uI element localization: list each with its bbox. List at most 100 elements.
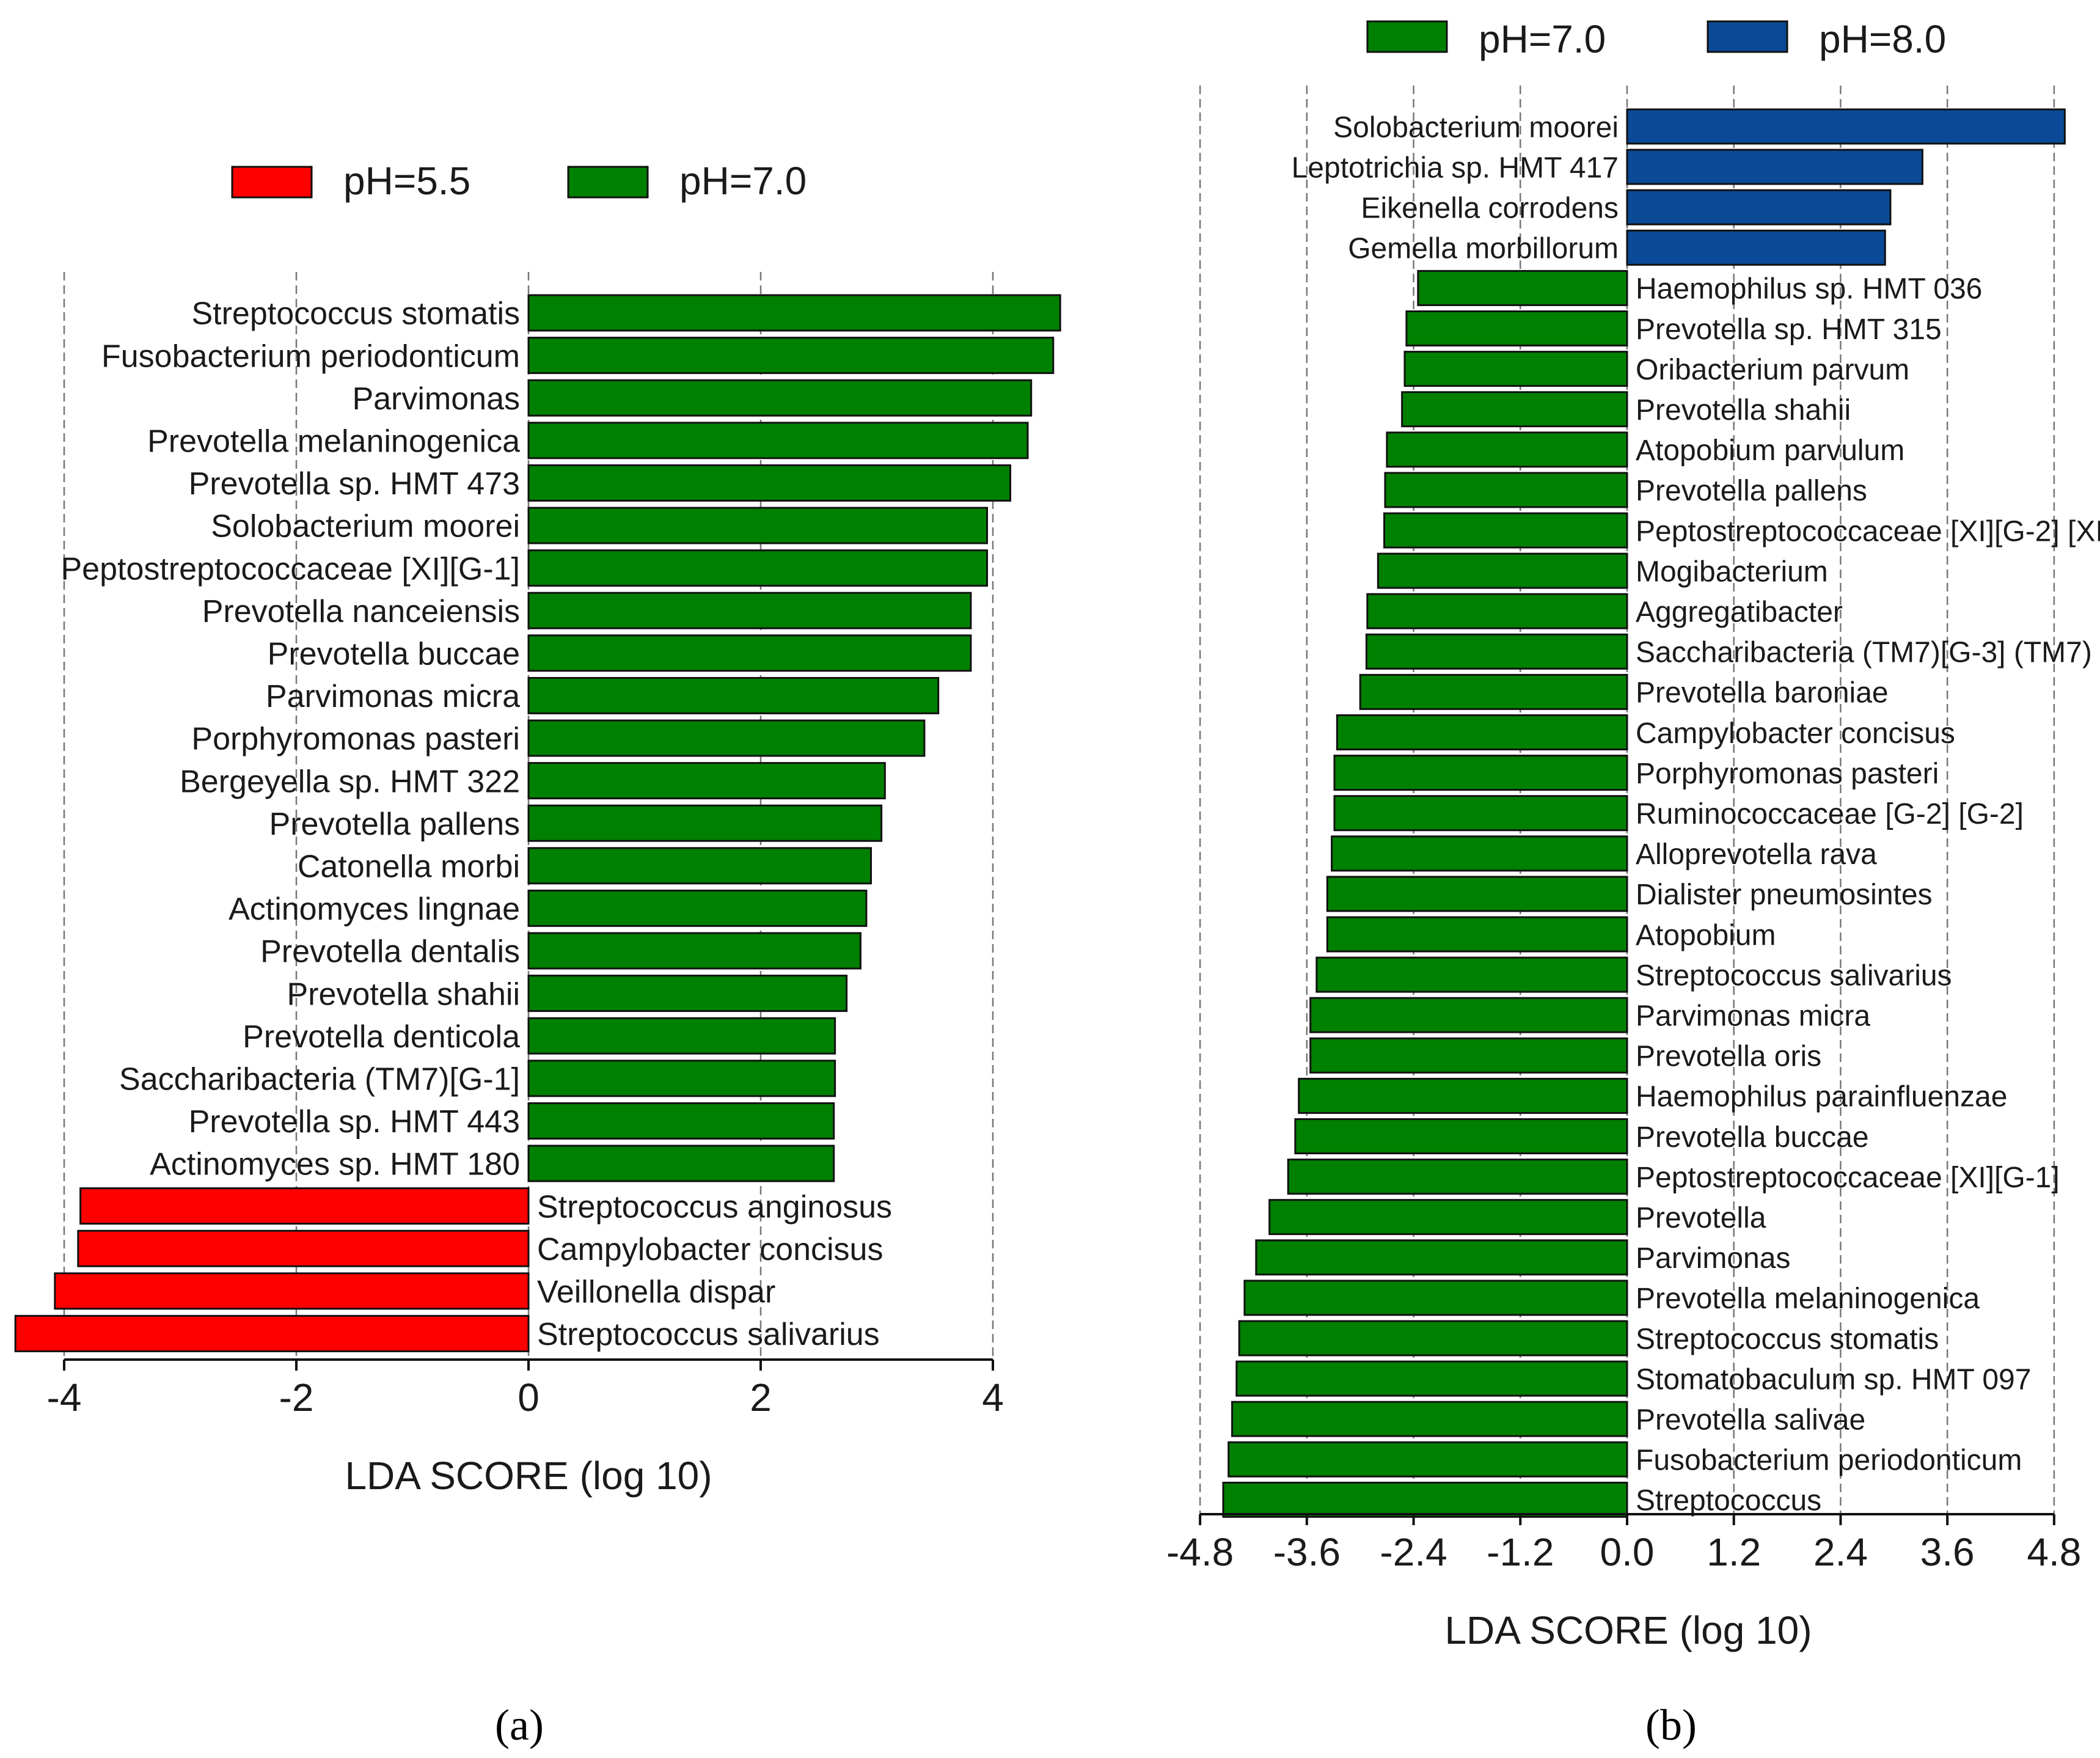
bar-label-prevotella-sp-hmt-443: Prevotella sp. HMT 443 [189,1104,520,1140]
bar-bergeyella-sp-hmt-322 [527,762,886,800]
bar-atopobium-parvulum [1386,431,1628,468]
legend-label-ph-5-5: pH=5.5 [343,159,470,203]
bar-label-prevotella-denticola: Prevotella denticola [243,1019,520,1055]
x-tick-label-3-6: -3.6 [1273,1530,1341,1574]
bar-label-prevotella-shahii: Prevotella shahii [1636,394,1851,427]
bar-label-peptostreptococcaceae-xi-g-1: Peptostreptococcaceae [XI][G-1] [60,551,520,587]
bar-label-saccharibacteria-tm7-g-1: Saccharibacteria (TM7)[G-1] [119,1062,520,1097]
bar-label-solobacterium-moorei: Solobacterium moorei [211,509,520,544]
panel-b-x-axis-title: LDA SCORE (log 10) [1444,1608,1812,1652]
panel-a-caption: (a) [495,1701,544,1749]
x-tick-label-0: 0 [518,1375,540,1419]
bar-label-ruminococcaceae-g-2-g-2: Ruminococcaceae [G-2] [G-2] [1636,798,2024,830]
x-tick-label-1-2: 1.2 [1707,1530,1761,1574]
bar-streptococcus-salivarius [14,1314,530,1352]
bar-porphyromonas-pasteri [1333,755,1628,791]
bar-streptococcus-stomatis [1238,1320,1628,1357]
bar-label-streptococcus-salivarius: Streptococcus salivarius [537,1317,880,1352]
legend-swatch-ph-7-0 [1366,20,1448,53]
bar-prevotella-melaninogenica [1243,1280,1628,1316]
x-tick-label-3-6: 3.6 [1920,1530,1975,1574]
bar-campylobacter-concisus [1336,714,1628,750]
bar-label-prevotella-salivae: Prevotella salivae [1636,1404,1865,1436]
bar-campylobacter-concisus [77,1229,530,1267]
bar-label-mogibacterium: Mogibacterium [1636,555,1828,588]
bar-haemophilus-parainfluenzae [1298,1077,1628,1114]
bar-label-streptococcus-anginosus: Streptococcus anginosus [537,1189,892,1225]
panel-b-legend: pH=7.0 pH=8.0 [1366,17,1946,61]
bar-label-atopobium: Atopobium [1636,919,1776,951]
bar-parvimonas-micra [1309,997,1628,1033]
bar-ruminococcaceae-g-2-g-2 [1333,795,1628,832]
bar-label-dialister-pneumosintes: Dialister pneumosintes [1636,879,1933,911]
bar-dialister-pneumosintes [1326,876,1628,912]
bar-parvimonas-micra [527,676,940,714]
bar-actinomyces-lingnae [527,889,868,927]
bar-label-actinomyces-lingnae: Actinomyces lingnae [229,892,520,927]
bar-label-veillonella-dispar: Veillonella dispar [537,1275,775,1310]
x-tick-label-0-0: 0.0 [1600,1530,1655,1574]
legend-swatch-ph-8-0 [1707,20,1788,53]
legend-swatch-ph-7-0 [567,166,649,199]
bar-label-actinomyces-sp-hmt-180: Actinomyces sp. HMT 180 [150,1147,520,1182]
bar-label-prevotella-pallens: Prevotella pallens [1636,475,1867,507]
bar-stomatobaculum-sp-hmt-097 [1235,1360,1628,1397]
bar-label-prevotella-oris: Prevotella oris [1636,1041,1821,1073]
bar-prevotella-sp-hmt-443 [527,1102,835,1140]
bar-prevotella-pallens [1384,472,1628,508]
bar-label-prevotella-melaninogenica: Prevotella melaninogenica [1636,1283,1980,1315]
bar-label-porphyromonas-pasteri: Porphyromonas pasteri [1636,758,1939,790]
bar-label-stomatobaculum-sp-hmt-097: Stomatobaculum sp. HMT 097 [1636,1363,2031,1396]
bar-label-porphyromonas-pasteri: Porphyromonas pasteri [191,722,520,757]
x-tick-label-4-8: -4.8 [1166,1530,1234,1574]
bar-prevotella-sp-hmt-315 [1405,310,1628,346]
bar-label-saccharibacteria-tm7-g-3-tm7: Saccharibacteria (TM7)[G-3] (TM7) [1636,637,2092,669]
bar-veillonella-dispar [54,1272,530,1310]
bar-label-parvimonas-micra: Parvimonas micra [266,679,520,714]
x-tick-label-4: 4 [982,1375,1004,1419]
bar-label-prevotella-baroniae: Prevotella baroniae [1636,677,1889,709]
bar-label-campylobacter-concisus: Campylobacter concisus [1636,717,1955,750]
bar-prevotella-buccae [527,634,972,672]
bar-prevotella-nanceiensis [527,591,972,629]
panel-b-caption: (b) [1645,1701,1697,1749]
bar-label-peptostreptococcaceae-xi-g-1: Peptostreptococcaceae [XI][G-1] [1636,1162,2060,1194]
bar-fusobacterium-periodonticum [527,337,1055,375]
x-tick-label-4: -4 [47,1375,82,1419]
bar-label-alloprevotella-rava: Alloprevotella rava [1636,838,1877,871]
bar-eikenella-corrodens [1626,189,1892,225]
bar-label-atopobium-parvulum: Atopobium parvulum [1636,434,1904,467]
bar-parvimonas [1255,1239,1628,1276]
bar-label-streptococcus-stomatis: Streptococcus stomatis [1636,1323,1939,1355]
bar-streptococcus-stomatis [527,294,1061,332]
bar-label-bergeyella-sp-hmt-322: Bergeyella sp. HMT 322 [180,764,520,799]
bar-label-haemophilus-parainfluenzae: Haemophilus parainfluenzae [1636,1081,2007,1113]
bar-prevotella-shahii [527,975,848,1013]
bar-label-parvimonas-micra: Parvimonas micra [1636,1000,1870,1032]
bar-streptococcus [1222,1481,1628,1518]
bar-atopobium [1326,916,1628,953]
bar-label-oribacterium-parvum: Oribacterium parvum [1636,354,1909,386]
bar-label-streptococcus: Streptococcus [1636,1485,1821,1517]
panel-b-chart: pH=7.0 pH=8.0 Solobacterium moorei Leptot… [1166,17,2100,1749]
bar-label-prevotella-sp-hmt-473: Prevotella sp. HMT 473 [189,466,520,502]
bar-leptotrichia-sp-hmt-417 [1626,148,1923,185]
panel-a-x-axis-title: LDA SCORE (log 10) [345,1454,712,1498]
bar-saccharibacteria-tm7-g-1 [527,1060,836,1097]
bar-peptostreptococcaceae-xi-g-1 [527,549,988,587]
x-tick-label-2: -2 [279,1375,314,1419]
bar-saccharibacteria-tm7-g-3-tm7 [1365,633,1628,670]
bar-label-parvimonas: Parvimonas [352,381,520,417]
bar-gemella-morbillorum [1626,229,1886,266]
bar-label-streptococcus-salivarius: Streptococcus salivarius [1636,959,1952,992]
bar-prevotella-sp-hmt-473 [527,464,1011,502]
x-tick-label-2: 2 [750,1375,772,1419]
bar-label-streptococcus-stomatis: Streptococcus stomatis [191,296,520,332]
bar-prevotella-denticola [527,1017,836,1055]
bar-label-solobacterium-moorei: Solobacterium moorei [1333,111,1619,144]
bar-peptostreptococcaceae-xi-g-1 [1287,1159,1628,1195]
panel-a-legend: pH=5.5 pH=7.0 [231,159,807,203]
bar-label-campylobacter-concisus: Campylobacter concisus [537,1232,883,1267]
bar-solobacterium-moorei [1626,108,2066,145]
bar-prevotella-melaninogenica [527,422,1029,460]
